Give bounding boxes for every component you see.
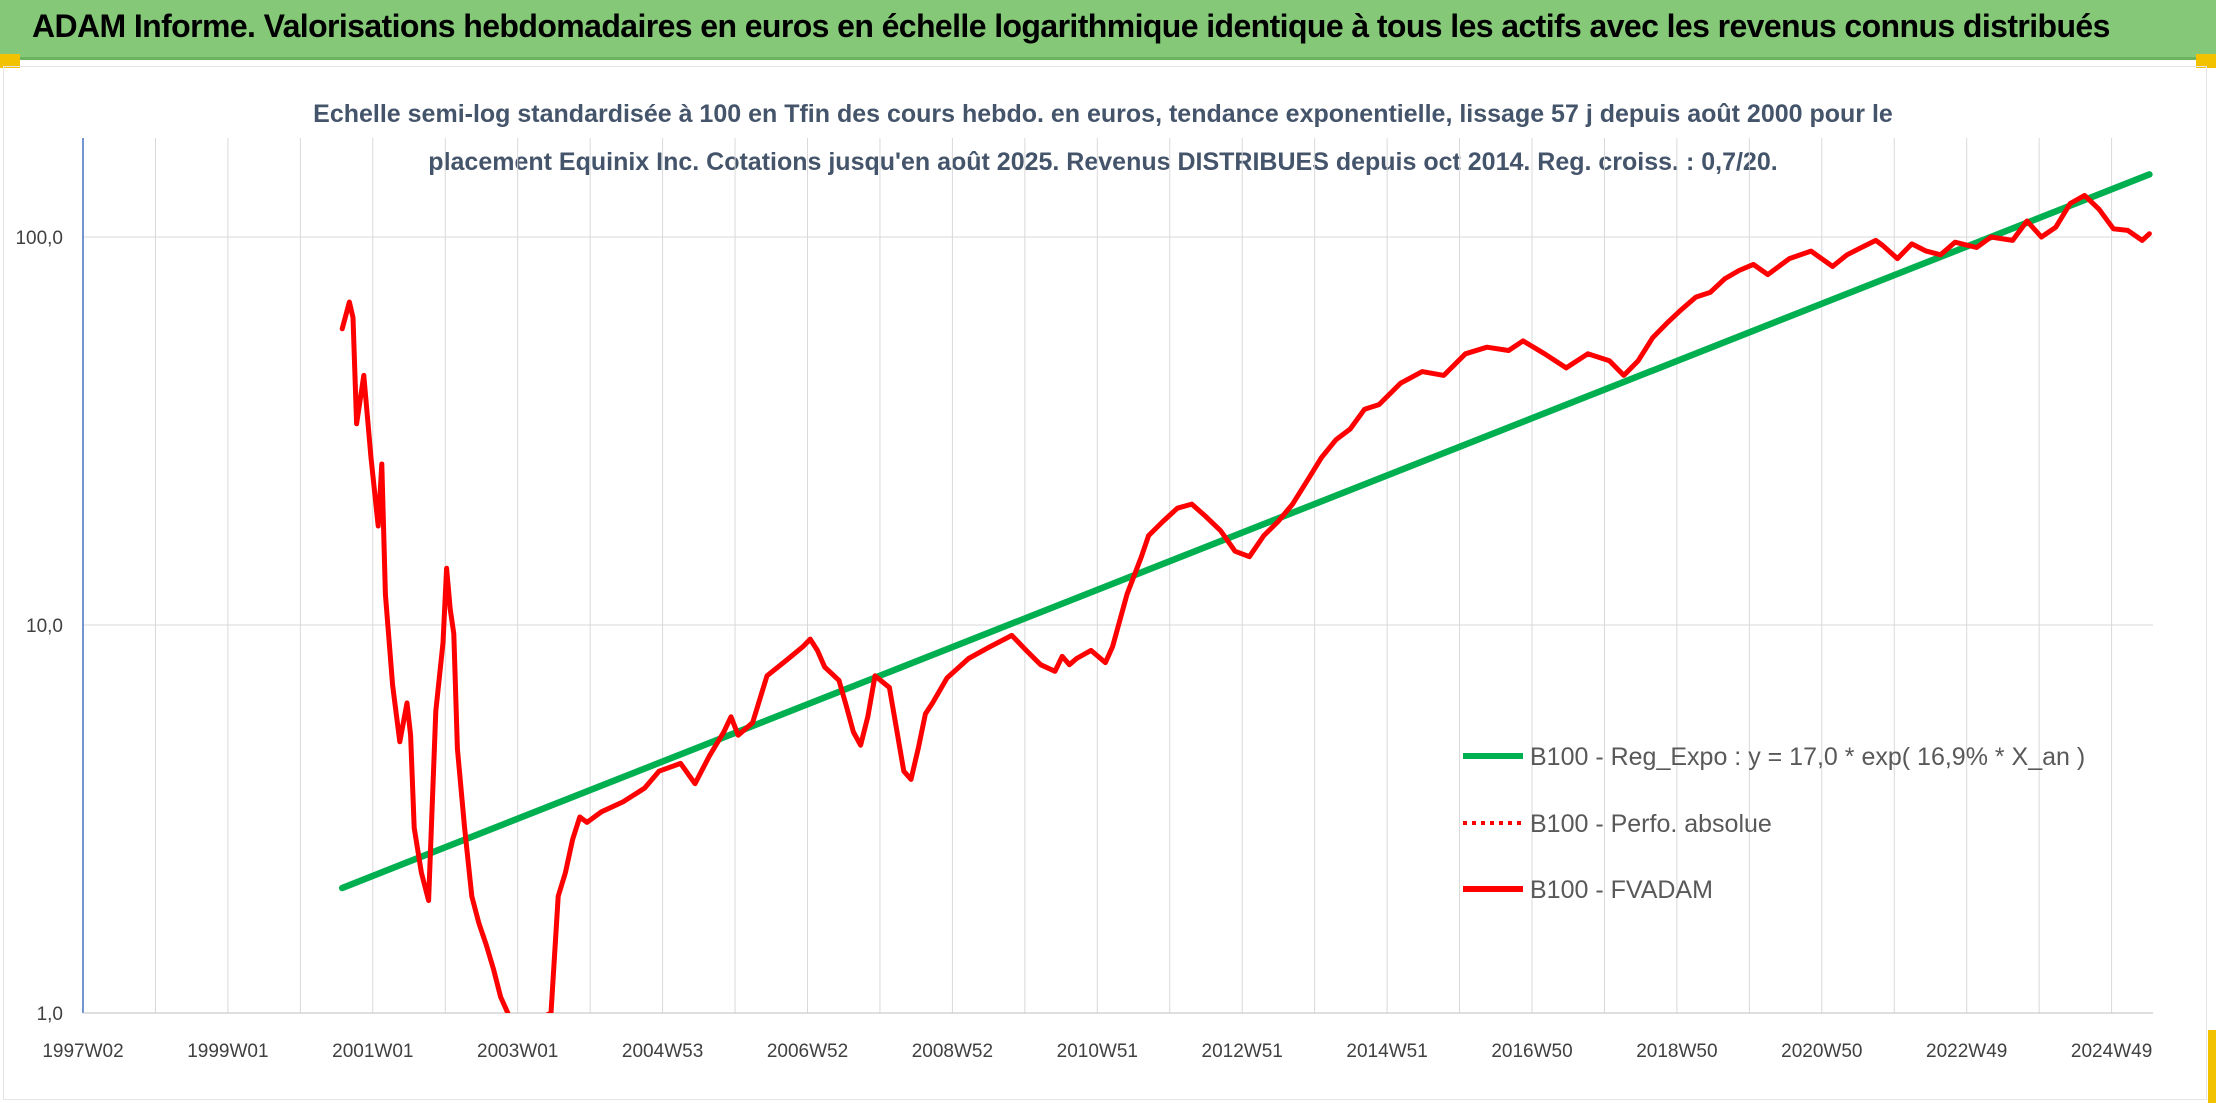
- series-line-regression: [338, 171, 2153, 892]
- series-line-fvadam: [339, 192, 2152, 1013]
- corner-marker-left: [0, 54, 20, 68]
- edge-marker-right: [2208, 1030, 2216, 1103]
- chart-frame: [3, 66, 2207, 1100]
- y-tick-label: 1,0: [37, 1004, 63, 1025]
- legend-entry-label: B100 - Reg_Expo : y = 17,0 * exp( 16,9% …: [1530, 743, 2085, 771]
- x-tick-label: 1997W02: [42, 1041, 123, 1062]
- x-tick-label: 2010W51: [1057, 1041, 1138, 1062]
- x-tick-label: 2008W52: [912, 1041, 993, 1062]
- plot-area: [338, 171, 2153, 1013]
- corner-marker-right: [2196, 54, 2216, 68]
- y-tick-label: 10,0: [26, 616, 63, 637]
- x-tick-label: 2016W50: [1491, 1041, 1572, 1062]
- x-tick-label: 2020W50: [1781, 1041, 1862, 1062]
- y-tick-label: 100,0: [15, 228, 63, 249]
- axes: 1,0 10,0 100,0 1997W02 1999W01 2001W01 2003W01…: [15, 138, 2153, 1062]
- x-tick-label: 1999W01: [187, 1041, 268, 1062]
- x-tick-label: 2012W51: [1202, 1041, 1283, 1062]
- report-banner: ADAM Informe. Valorisations hebdomadaire…: [0, 0, 2216, 60]
- x-tick-label: 2006W52: [767, 1041, 848, 1062]
- x-tick-label: 2018W50: [1636, 1041, 1717, 1062]
- grid-lines: [82, 138, 2153, 1014]
- chart-subtitle-line-2: placement Equinix Inc. Cotations jusqu'e…: [428, 148, 1777, 176]
- legend-entry-label: B100 - Perfo. absolue: [1530, 810, 1772, 838]
- x-tick-label: 2003W01: [477, 1041, 558, 1062]
- x-tick-label: 2001W01: [332, 1041, 413, 1062]
- chart-subtitle-line-1: Echelle semi-log standardisée à 100 en T…: [313, 100, 1893, 128]
- legend-entry-label: B100 - FVADAM: [1530, 876, 1713, 904]
- report-title: ADAM Informe. Valorisations hebdomadaire…: [32, 8, 2110, 44]
- x-tick-label: 2024W49: [2071, 1041, 2152, 1062]
- legend: B100 - Reg_Expo : y = 17,0 * exp( 16,9% …: [1463, 743, 2085, 904]
- x-tick-label: 2022W49: [1926, 1041, 2007, 1062]
- x-tick-label: 2014W51: [1346, 1041, 1427, 1062]
- x-tick-label: 2004W53: [622, 1041, 703, 1062]
